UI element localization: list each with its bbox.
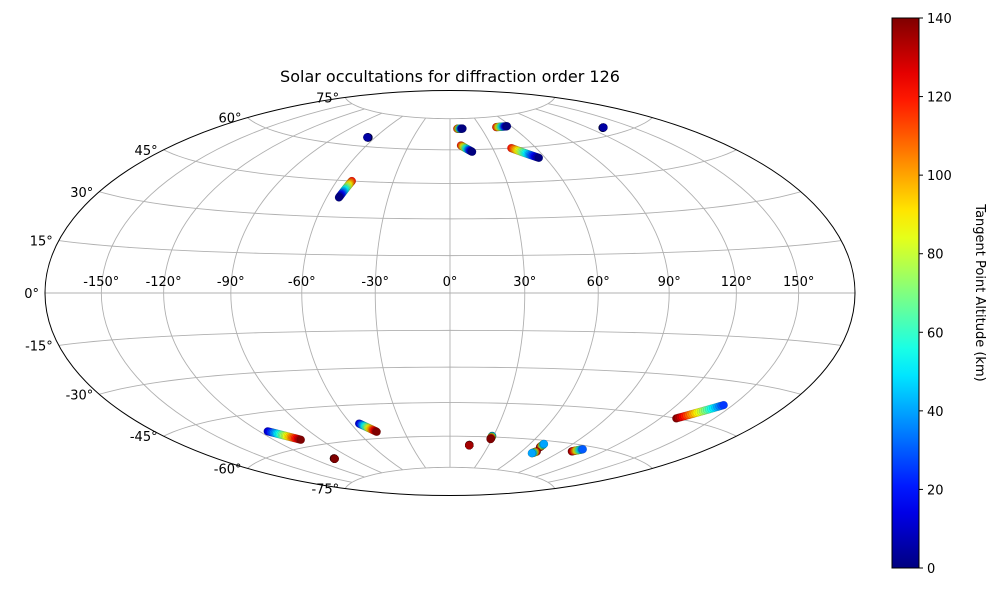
grid-lines [45,97,855,489]
lon-tick-label: -60° [288,275,316,290]
data-point [486,434,495,444]
parallel-line [247,117,653,151]
colorbar-ticks: 0 20 40 60 80 100 120 140 [919,12,952,577]
data-point [599,123,608,132]
parallel-line [99,191,801,220]
chart-title: Solar occultations for diffraction order… [280,67,620,86]
map-boundary [44,90,856,496]
colorbar-tick-label: 0 [927,562,935,577]
data-point [296,435,306,444]
longitude-tick-labels: -150° -120° -90° -60° -30° 0° 30° 60° 90° 120° 150… [83,275,814,290]
colorbar-gradient [891,17,920,569]
lon-tick-label: 150° [783,275,814,290]
data-point [534,153,544,163]
parallel-line [344,97,556,120]
lat-tick-label: 15° [30,235,53,250]
colorbar-tick-label: 100 [927,169,952,184]
colorbar-tick-label: 120 [927,91,952,106]
lon-tick-label: -90° [217,275,245,290]
data-point [527,449,537,458]
colorbar-label: Tangent Point Altitude (km) [972,203,987,381]
parallel-line [344,466,556,489]
data-point [330,454,339,464]
parallel-line [58,329,842,346]
lon-tick-label: -30° [361,275,389,290]
lon-tick-label: 0° [443,275,458,290]
colorbar-tick-label: 80 [927,248,944,263]
lat-tick-label: 0° [24,287,39,302]
colorbar-tick-label: 20 [927,483,944,498]
lon-tick-label: 90° [658,275,681,290]
data-point [578,445,587,454]
parallel-line [58,240,842,257]
data-point [502,122,512,131]
scatter-points [263,122,728,464]
data-point [458,124,467,133]
data-point [363,133,372,142]
latitude-tick-labels: 75° 60° 45° 30° 15° 0° -15° -30° -45° -60° -75° [24,91,339,497]
lat-tick-label: 75° [316,91,339,106]
lon-tick-label: 120° [721,275,752,290]
lat-tick-label: -15° [25,339,53,354]
lat-tick-label: 45° [135,144,158,159]
parallel-line [163,149,737,184]
parallel-line [99,366,801,395]
colorbar-tick-label: 140 [927,12,952,27]
parallel-line [163,402,737,437]
lat-tick-label: 30° [70,186,93,201]
data-point [467,147,477,156]
lon-tick-label: -120° [146,275,182,290]
lat-tick-label: -45° [130,430,158,445]
lon-tick-label: -150° [83,275,119,290]
data-point [539,439,549,449]
lat-tick-label: -60° [214,462,242,477]
lat-tick-label: 60° [218,112,241,127]
colorbar-tick-label: 60 [927,326,944,341]
colorbar: 0 20 40 60 80 100 120 140 Tangent Point Altitud… [891,12,987,577]
lon-tick-label: 60° [587,275,610,290]
lat-tick-label: -30° [66,388,94,403]
data-point [372,427,381,436]
data-point [465,441,474,450]
lon-tick-label: 30° [513,275,536,290]
data-point [334,193,344,202]
colorbar-tick-label: 40 [927,405,944,420]
parallel-line [247,435,653,469]
lat-tick-label: -75° [311,483,339,498]
data-point [719,400,728,410]
